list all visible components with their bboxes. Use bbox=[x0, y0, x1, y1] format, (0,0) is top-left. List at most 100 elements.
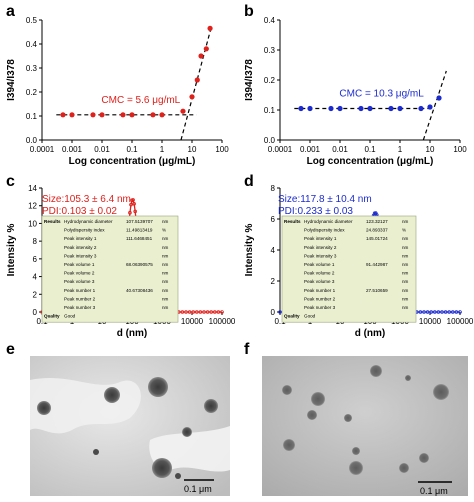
data-point bbox=[440, 310, 444, 314]
x-axis-label: Log concentration (μg/mL) bbox=[307, 156, 434, 167]
data-point bbox=[425, 310, 430, 314]
table-cell: nm bbox=[162, 253, 169, 258]
data-point bbox=[216, 310, 221, 314]
data-point bbox=[436, 310, 441, 314]
table-cell: 11.49813419 bbox=[126, 228, 153, 233]
table-cell: Peak volume 2 bbox=[304, 271, 335, 276]
data-point bbox=[129, 112, 135, 118]
nanoparticle bbox=[307, 410, 317, 420]
table-cell: Peak number 3 bbox=[64, 305, 96, 310]
data-point bbox=[159, 112, 165, 118]
table-cell: Polydispersity index bbox=[64, 228, 105, 233]
tem-image-e: 0.1 μm bbox=[30, 356, 230, 496]
y-tick-label: 4 bbox=[33, 273, 38, 282]
y-tick-label: 14 bbox=[28, 184, 37, 193]
table-cell: 107.5139707 bbox=[126, 219, 153, 224]
table-cell: nm bbox=[402, 245, 409, 250]
data-point bbox=[187, 310, 192, 314]
nanoparticle bbox=[405, 375, 411, 381]
table-cell: Peak volume 3 bbox=[304, 279, 335, 284]
data-point bbox=[418, 105, 424, 112]
table-cell: nm bbox=[402, 219, 409, 224]
data-point bbox=[202, 310, 206, 314]
tem-background-f bbox=[262, 356, 468, 496]
table-cell: % bbox=[162, 228, 166, 233]
x-tick-label: 10 bbox=[426, 145, 435, 154]
nanoparticle bbox=[399, 463, 409, 473]
x-tick-label: 10000 bbox=[419, 317, 442, 326]
table-cell: nm bbox=[162, 245, 169, 250]
table-cell: nm bbox=[162, 236, 169, 241]
table-cell: nm bbox=[402, 305, 409, 310]
cmc-chart-a: 0.0001 0.001 0.01 0.1 1 10 100 0.0 0.1 0.2 0.3 0.4 0… bbox=[6, 16, 229, 167]
y-tick-label: 6 bbox=[33, 255, 38, 264]
table-cell: Peak volume 3 bbox=[64, 279, 95, 284]
x-tick-label: 0.001 bbox=[300, 145, 321, 154]
size-text-c: Size:105.3 ± 6.4 nm bbox=[42, 194, 131, 205]
table-cell: nm bbox=[402, 288, 409, 293]
data-point bbox=[90, 112, 96, 118]
table-cell: Peak volume 2 bbox=[64, 271, 95, 276]
table-cell: % bbox=[402, 228, 406, 233]
data-point bbox=[189, 94, 195, 100]
data-point bbox=[99, 112, 105, 118]
x-tick-label: 0.1 bbox=[274, 317, 286, 326]
data-point bbox=[213, 310, 217, 314]
table-cell: Peak intensity 2 bbox=[64, 245, 97, 250]
panel-letter-d: d bbox=[244, 173, 254, 190]
data-point bbox=[220, 310, 224, 314]
table-cell: Peak intensity 1 bbox=[304, 236, 337, 241]
cmc-annotation: CMC = 5.6 μg/mL bbox=[101, 95, 180, 106]
data-point bbox=[180, 310, 185, 314]
table-cell: nm bbox=[162, 288, 169, 293]
panel-letter-c: c bbox=[6, 173, 15, 190]
table-cell: 111.6468451 bbox=[126, 236, 153, 241]
table-cell: Peak volume 1 bbox=[304, 262, 335, 267]
scale-label-f: 0.1 μm bbox=[420, 486, 448, 496]
x-tick-label: 100000 bbox=[447, 317, 474, 326]
y-tick-label: 0.4 bbox=[26, 40, 38, 49]
data-point bbox=[427, 104, 433, 110]
y-tick-label: 0.3 bbox=[26, 64, 38, 73]
panel-letter-f: f bbox=[244, 341, 250, 358]
y-tick-label: 0.4 bbox=[264, 16, 276, 25]
data-point bbox=[198, 310, 203, 314]
x-tick-label: 1 bbox=[160, 145, 165, 154]
y-axis-label: Intensity % bbox=[244, 224, 255, 277]
y-tick-label: 0.1 bbox=[264, 106, 276, 115]
data-point bbox=[328, 105, 334, 112]
data-point bbox=[184, 310, 188, 314]
y-tick-label: 8 bbox=[33, 237, 38, 246]
data-point bbox=[429, 310, 434, 314]
y-tick-label: 4 bbox=[271, 246, 276, 255]
nanoparticle bbox=[352, 447, 360, 455]
nanoparticle bbox=[433, 384, 449, 400]
nanoparticle bbox=[148, 377, 168, 397]
data-point bbox=[367, 105, 373, 112]
table-cell: Peak volume 1 bbox=[64, 262, 95, 267]
table-cell: 91.442987 bbox=[366, 262, 388, 267]
table-cell: Results bbox=[44, 219, 61, 224]
data-point bbox=[203, 46, 209, 52]
nanoparticle bbox=[37, 401, 51, 415]
data-point bbox=[132, 201, 136, 206]
data-point bbox=[195, 310, 199, 314]
table-cell: 40.67308436 bbox=[126, 288, 153, 293]
tem-image-f: 0.1 μm bbox=[262, 356, 468, 496]
table-cell: nm bbox=[162, 296, 169, 301]
table-cell: Peak intensity 2 bbox=[304, 245, 337, 250]
steep-fit-line bbox=[422, 70, 447, 141]
x-tick-label: 100 bbox=[215, 145, 229, 154]
table-cell: Quality bbox=[284, 314, 300, 319]
table-cell: Peak intensity 3 bbox=[64, 253, 97, 258]
data-point bbox=[388, 105, 394, 112]
data-point bbox=[447, 310, 452, 314]
table-cell: Results bbox=[284, 219, 301, 224]
panel-letter-b: b bbox=[244, 3, 254, 20]
table-cell: nm bbox=[162, 279, 169, 284]
nanoparticle bbox=[311, 392, 325, 406]
dls-results-table-c: Results Hydrodynamic diameter 107.5139707 n… bbox=[41, 215, 179, 323]
table-cell: nm bbox=[402, 271, 409, 276]
table-cell: Peak number 2 bbox=[64, 296, 96, 301]
